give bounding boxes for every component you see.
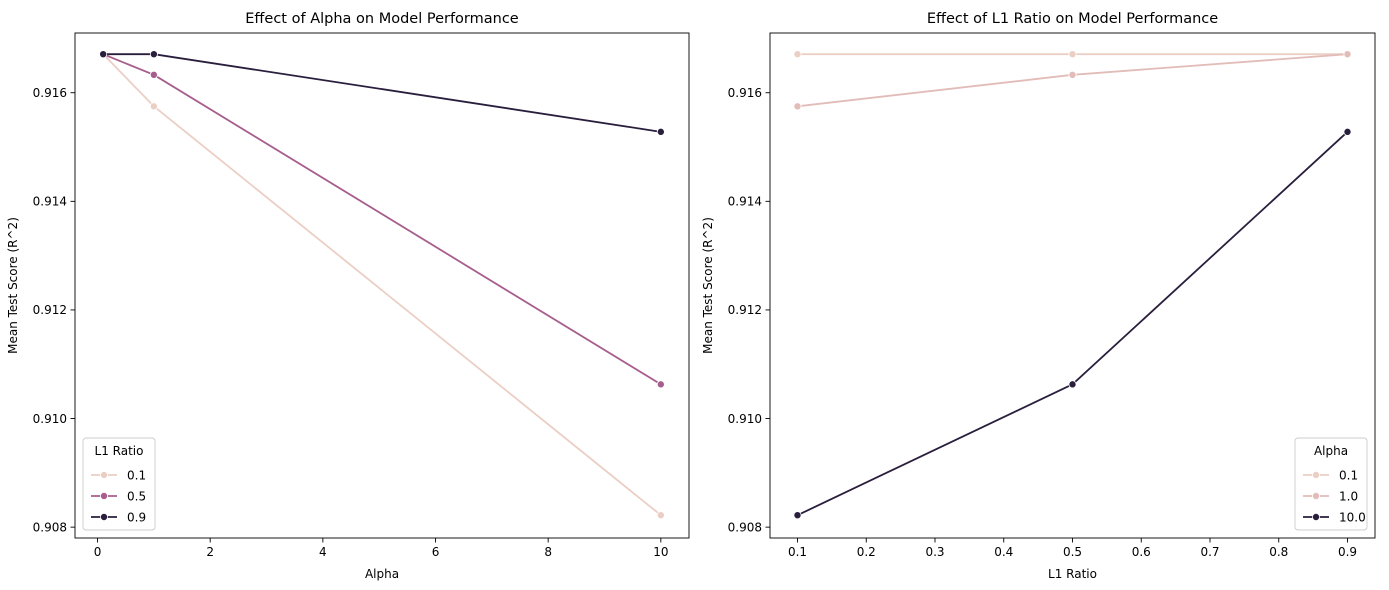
legend-swatch-marker	[1312, 513, 1321, 522]
legend-box	[82, 437, 156, 531]
y-tick-label: 0.912	[728, 303, 762, 317]
chart-title: Effect of L1 Ratio on Model Performance	[927, 11, 1218, 27]
x-tick-label: 6	[432, 545, 440, 559]
data-point	[656, 511, 665, 520]
data-point	[656, 127, 665, 136]
legend-title: L1 Ratio	[95, 444, 144, 458]
legend: Alpha 0.1 1.0 10.0	[1294, 437, 1368, 531]
data-point	[149, 50, 158, 59]
data-point	[793, 102, 802, 111]
data-point	[149, 70, 158, 79]
x-tick-label: 0.9	[1338, 545, 1357, 559]
data-point	[1343, 50, 1352, 59]
axes-frame	[74, 32, 690, 539]
x-tick-label: 0	[94, 545, 102, 559]
y-tick-label: 0.908	[33, 520, 67, 534]
legend-swatch-marker	[1312, 470, 1321, 479]
y-tick-label: 0.910	[33, 412, 67, 426]
y-tick-label: 0.914	[33, 195, 67, 209]
legend-entry-label: 1.0	[1339, 489, 1358, 503]
legend-entry-label: 0.5	[127, 489, 146, 503]
series-line-2	[796, 130, 1349, 517]
x-tick-label: 0.6	[1132, 545, 1151, 559]
x-tick-label: 0.7	[1200, 545, 1219, 559]
series-line-2	[102, 53, 662, 133]
data-point	[1068, 380, 1077, 389]
y-axis-label: Mean Test Score (R^2)	[6, 217, 20, 354]
data-point	[1068, 50, 1077, 59]
series-line-1	[796, 53, 1349, 108]
x-tick-label: 0.4	[994, 545, 1013, 559]
legend-entry-label: 0.9	[127, 510, 146, 524]
x-tick-label: 2	[206, 545, 214, 559]
data-point	[149, 102, 158, 111]
y-tick-label: 0.914	[728, 195, 762, 209]
legend-entry-label: 10.0	[1339, 510, 1366, 524]
series-line-0	[102, 53, 662, 517]
x-axis-label: Alpha	[365, 567, 399, 581]
y-axis-label: Mean Test Score (R^2)	[701, 217, 715, 354]
y-tick-label: 0.908	[728, 520, 762, 534]
series-line-1	[102, 53, 662, 386]
legend-box	[1294, 437, 1368, 531]
legend-entry-label: 0.1	[1339, 468, 1358, 482]
y-tick-label: 0.910	[728, 412, 762, 426]
legend-swatch-marker	[100, 513, 109, 522]
data-point	[793, 511, 802, 520]
x-tick-label: 0.5	[1063, 545, 1082, 559]
data-point	[793, 50, 802, 59]
x-tick-label: 0.2	[857, 545, 876, 559]
legend-title: Alpha	[1314, 444, 1348, 458]
legend-swatch-marker	[100, 491, 109, 500]
x-tick-label: 4	[319, 545, 327, 559]
x-tick-label: 0.1	[788, 545, 807, 559]
data-point	[1343, 127, 1352, 136]
data-point	[1068, 70, 1077, 79]
x-tick-label: 0.8	[1269, 545, 1288, 559]
x-axis-label: L1 Ratio	[1048, 567, 1097, 581]
axes-frame	[769, 32, 1376, 539]
legend-entry-label: 0.1	[127, 468, 146, 482]
legend: L1 Ratio 0.1 0.5 0.9	[82, 437, 156, 531]
legend-swatch-marker	[100, 470, 109, 479]
x-tick-label: 0.3	[925, 545, 944, 559]
y-tick-label: 0.916	[33, 86, 67, 100]
y-tick-label: 0.916	[728, 86, 762, 100]
chart-l1-ratio-effect: Effect of L1 Ratio on Model Performance 0…	[701, 11, 1376, 581]
data-point	[99, 50, 108, 59]
x-tick-label: 10	[653, 545, 668, 559]
chart-alpha-effect: Effect of Alpha on Model Performance 0 2 4 6…	[6, 11, 690, 581]
legend-swatch-marker	[1312, 491, 1321, 500]
data-point	[656, 380, 665, 389]
chart-title: Effect of Alpha on Model Performance	[245, 11, 519, 27]
y-tick-label: 0.912	[33, 303, 67, 317]
x-tick-label: 8	[544, 545, 552, 559]
